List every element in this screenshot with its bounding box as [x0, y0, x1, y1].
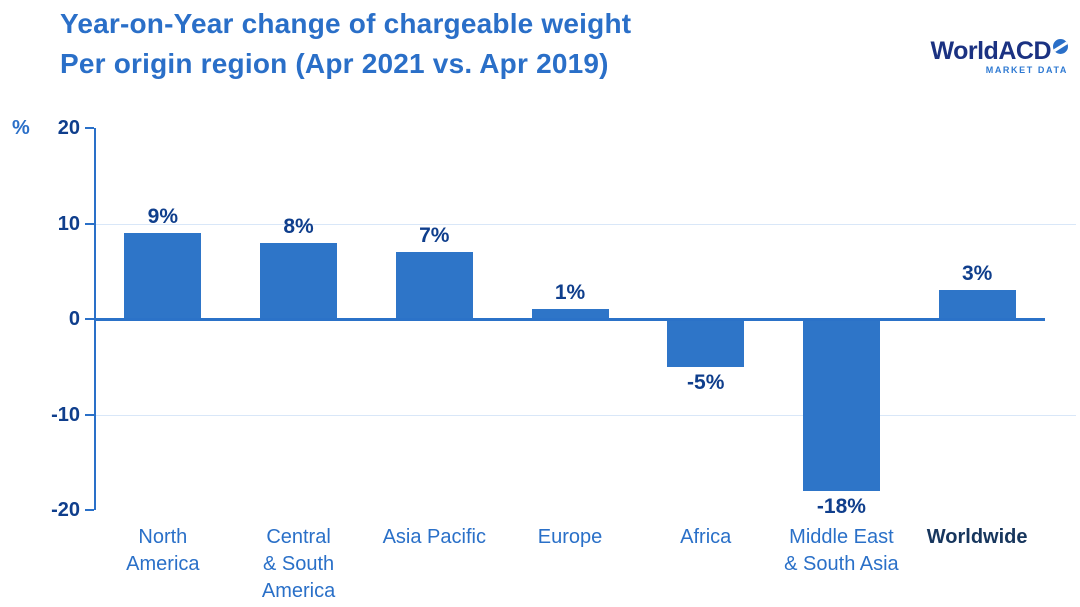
- x-category-label: Africa: [680, 526, 732, 548]
- y-tick: [85, 222, 94, 225]
- y-tick-label: -20: [51, 499, 80, 521]
- bar-value-label: 1%: [554, 281, 586, 305]
- y-tick-label: 20: [57, 117, 80, 139]
- bar: [667, 319, 745, 367]
- worldacd-logo: WorldACD MARKET DATA: [908, 38, 1068, 75]
- globe-icon: [1053, 39, 1068, 54]
- bar: [124, 233, 202, 319]
- y-tick: [85, 413, 94, 416]
- bar-value-label: 8%: [283, 214, 314, 238]
- logo-subtitle: MARKET DATA: [985, 65, 1068, 75]
- bar: [938, 290, 1016, 319]
- zero-baseline: [95, 318, 1045, 321]
- chart-title: Year-on-Year change of chargeable weight…: [60, 4, 631, 84]
- x-category-label: Central & South America: [261, 526, 336, 602]
- gridline: [95, 414, 1076, 416]
- x-category-label: North America: [126, 526, 200, 575]
- x-category-label: Middle East & South Asia: [784, 526, 899, 575]
- y-tick-label: -10: [51, 403, 80, 426]
- y-tick: [85, 318, 94, 320]
- chart-title-line2: Per origin region (Apr 2021 vs. Apr 2019…: [60, 48, 609, 79]
- bar-value-label: -18%: [816, 494, 866, 518]
- bar-value-label: 3%: [961, 262, 993, 286]
- logo-wordmark: WorldACD: [930, 37, 1051, 65]
- bar: [531, 309, 609, 319]
- bar: [802, 319, 880, 491]
- bar: [395, 252, 473, 319]
- bar: [260, 242, 338, 319]
- x-category-label: Europe: [537, 526, 603, 548]
- x-category-label: Worldwide: [926, 526, 1028, 548]
- bar-value-label: -5%: [687, 370, 725, 394]
- bar-value-label: 7%: [419, 224, 450, 248]
- y-axis-unit-label: %: [12, 117, 30, 139]
- y-tick-label: 0: [68, 308, 80, 330]
- y-tick-label: 10: [57, 212, 80, 235]
- x-category-label: Asia Pacific: [382, 526, 486, 548]
- chart-title-line1: Year-on-Year change of chargeable weight: [60, 8, 632, 39]
- bar-value-label: 9%: [147, 205, 179, 229]
- y-tick: [85, 127, 94, 129]
- logo-row: WorldACD: [908, 38, 1068, 64]
- gridline: [95, 223, 1076, 225]
- y-tick: [85, 509, 94, 511]
